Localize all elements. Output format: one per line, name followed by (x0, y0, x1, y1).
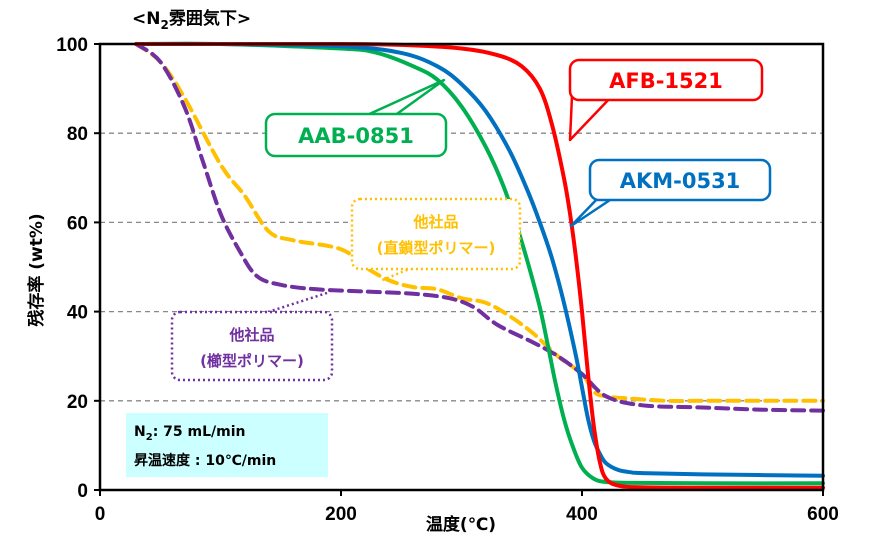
callout-afb-1521-label: AFB-1521 (609, 69, 723, 93)
series-line-4 (134, 42, 825, 413)
x-tick-label-200: 200 (325, 504, 357, 525)
callout-akm-0531: AKM-0531 (588, 158, 772, 202)
callout-linear-polymer-line2: (直鎖型ポリマー) (377, 239, 496, 257)
callout-aab-0851: AAB-0851 (264, 112, 448, 158)
callout-akm-0531-label: AKM-0531 (620, 169, 741, 193)
y-tick-label-0: 0 (77, 481, 88, 502)
x-tick-label-400: 400 (566, 504, 598, 525)
y-axis-label: 残存率 (wt%) (26, 213, 47, 326)
callout-linear-polymer-line1: 他社品 (412, 213, 458, 231)
x-axis-label: 温度(℃) (426, 514, 496, 535)
series-line-3 (134, 42, 825, 403)
axis-ticks: 0 20 40 60 80 100 0 200 400 600 (56, 35, 839, 525)
y-tick-label-100: 100 (56, 35, 88, 56)
conditions-flow-rate: N2: 75 mL/min (134, 424, 246, 443)
y-tick-label-60: 60 (67, 213, 88, 234)
callout-comb-polymer: 他社品 (櫛型ポリマー) (170, 310, 334, 382)
chart-title: <N2雰囲気下> (132, 8, 251, 32)
plot-frame (98, 42, 825, 492)
callout-comb-polymer-line1: 他社品 (228, 326, 274, 344)
callout-afb-1521: AFB-1521 (568, 58, 764, 102)
y-tick-label-80: 80 (67, 124, 88, 145)
conditions-heating-rate: 昇温速度 : 10℃/min (134, 452, 276, 469)
series-line-2 (134, 41, 825, 486)
x-tick-label-600: 600 (807, 504, 839, 525)
series-line-1 (134, 41, 825, 478)
callout-linear-polymer: 他社品 (直鎖型ポリマー) (350, 197, 522, 271)
conditions-box: N2: 75 mL/min 昇温速度 : 10℃/min (126, 413, 328, 477)
x-tick-label-0: 0 (95, 504, 106, 525)
callout-aab-0851-label: AAB-0851 (298, 124, 414, 148)
y-tick-label-40: 40 (67, 303, 88, 324)
y-tick-label-20: 20 (67, 392, 88, 413)
callout-comb-polymer-line2: (櫛型ポリマー) (200, 352, 304, 370)
